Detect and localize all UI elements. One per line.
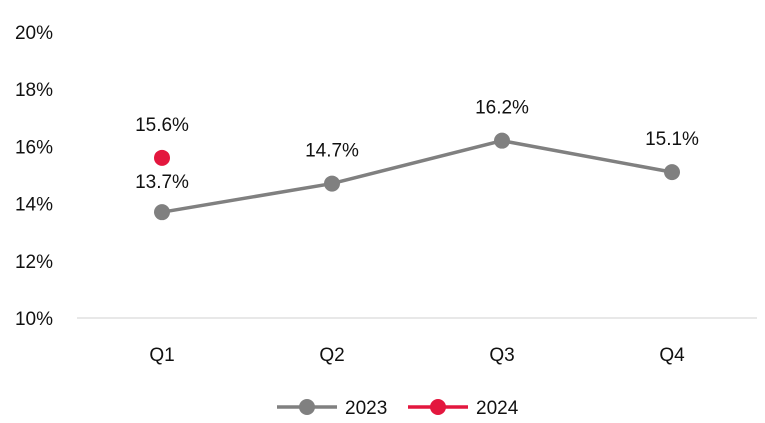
data-point-2023 [664,164,680,181]
legend-marker [299,399,315,415]
series-points [154,132,680,221]
legend-label: 2024 [476,398,519,419]
x-tick-label: Q1 [149,345,174,366]
series-line-2023 [161,138,673,214]
y-tick-label: 12% [15,252,53,273]
data-labels: 13.7% 14.7% 16.2% 15.1% 15.6% [135,98,699,193]
data-label-2023: 14.7% [305,141,359,162]
x-tick-label: Q4 [659,345,685,366]
legend-item-2023: 2023 [277,398,387,419]
data-point-2023 [494,132,510,149]
legend-item-2024: 2024 [408,398,519,419]
data-label-2023: 15.1% [645,129,699,150]
data-point-2023 [154,204,170,221]
legend-label: 2023 [345,398,387,419]
y-tick-label: 14% [15,195,53,216]
legend-marker [430,399,446,415]
x-axis: Q1 Q2 Q3 Q4 [149,345,685,366]
x-tick-label: Q2 [319,345,344,366]
data-point-2024 [154,149,170,166]
data-label-2023: 13.7% [135,172,189,193]
series-lines [161,138,673,214]
data-point-2023 [324,175,340,192]
y-tick-label: 18% [15,80,53,101]
y-tick-label: 20% [15,23,53,44]
data-label-2024: 15.6% [135,115,189,136]
y-tick-label: 10% [15,309,53,330]
data-label-2023: 16.2% [475,98,529,119]
x-tick-label: Q3 [489,345,514,366]
y-axis: 10% 12% 14% 16% 18% 20% [15,23,53,330]
legend: 2023 2024 [277,398,519,419]
y-tick-label: 16% [15,137,53,158]
